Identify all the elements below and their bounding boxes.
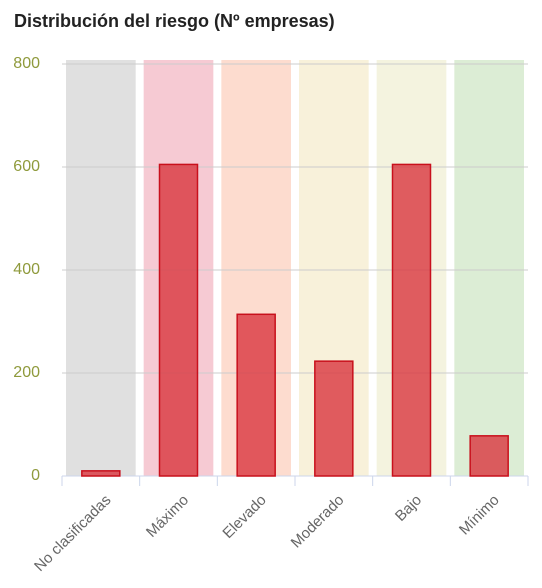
bar bbox=[391, 163, 432, 477]
category-band bbox=[66, 60, 136, 476]
y-tick-label: 400 bbox=[13, 261, 40, 278]
x-tick-label: Moderado bbox=[288, 492, 348, 552]
bar bbox=[236, 313, 276, 477]
category-band bbox=[454, 60, 524, 476]
x-tick-label: Mínimo bbox=[456, 492, 503, 539]
x-tick-label: Máximo bbox=[143, 492, 192, 541]
chart-title: Distribución del riesgo (Nº empresas) bbox=[14, 11, 335, 31]
y-tick-label: 200 bbox=[13, 364, 40, 381]
y-tick-label: 600 bbox=[13, 158, 40, 175]
y-tick-label: 0 bbox=[31, 467, 40, 484]
bar bbox=[158, 163, 199, 477]
x-tick-label: Elevado bbox=[219, 492, 269, 542]
y-tick-label: 800 bbox=[13, 55, 40, 72]
x-tick-label: No clasificadas bbox=[31, 492, 114, 575]
bar bbox=[81, 470, 121, 477]
bar bbox=[314, 360, 354, 477]
bar bbox=[469, 435, 509, 477]
x-tick-label: Bajo bbox=[392, 492, 425, 525]
